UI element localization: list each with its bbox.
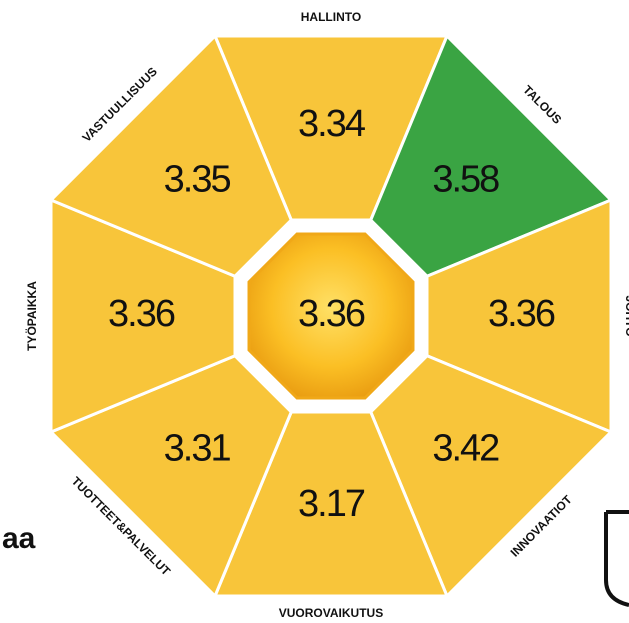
segment-value: 3.58	[432, 159, 499, 201]
segment-value: 3.36	[108, 293, 175, 335]
center-value: 3.36	[298, 293, 365, 335]
center	[247, 232, 415, 400]
segment-value: 3.34	[298, 103, 366, 145]
segment	[49, 34, 293, 278]
segment-label: JOHTO	[623, 295, 629, 336]
cropped-text: aa	[2, 522, 36, 555]
segment-value: 3.36	[488, 293, 555, 335]
segment-value: 3.31	[164, 427, 231, 469]
segment-label: TYÖPAIKKA	[24, 281, 39, 351]
segment-value: 3.42	[432, 427, 499, 469]
segment-label: HALLINTO	[301, 10, 361, 24]
cropped-icon	[604, 510, 629, 607]
segment-value: 3.17	[298, 483, 365, 525]
segment-label: VUOROVAIKUTUS	[279, 606, 383, 620]
segment-value: 3.35	[164, 159, 231, 201]
